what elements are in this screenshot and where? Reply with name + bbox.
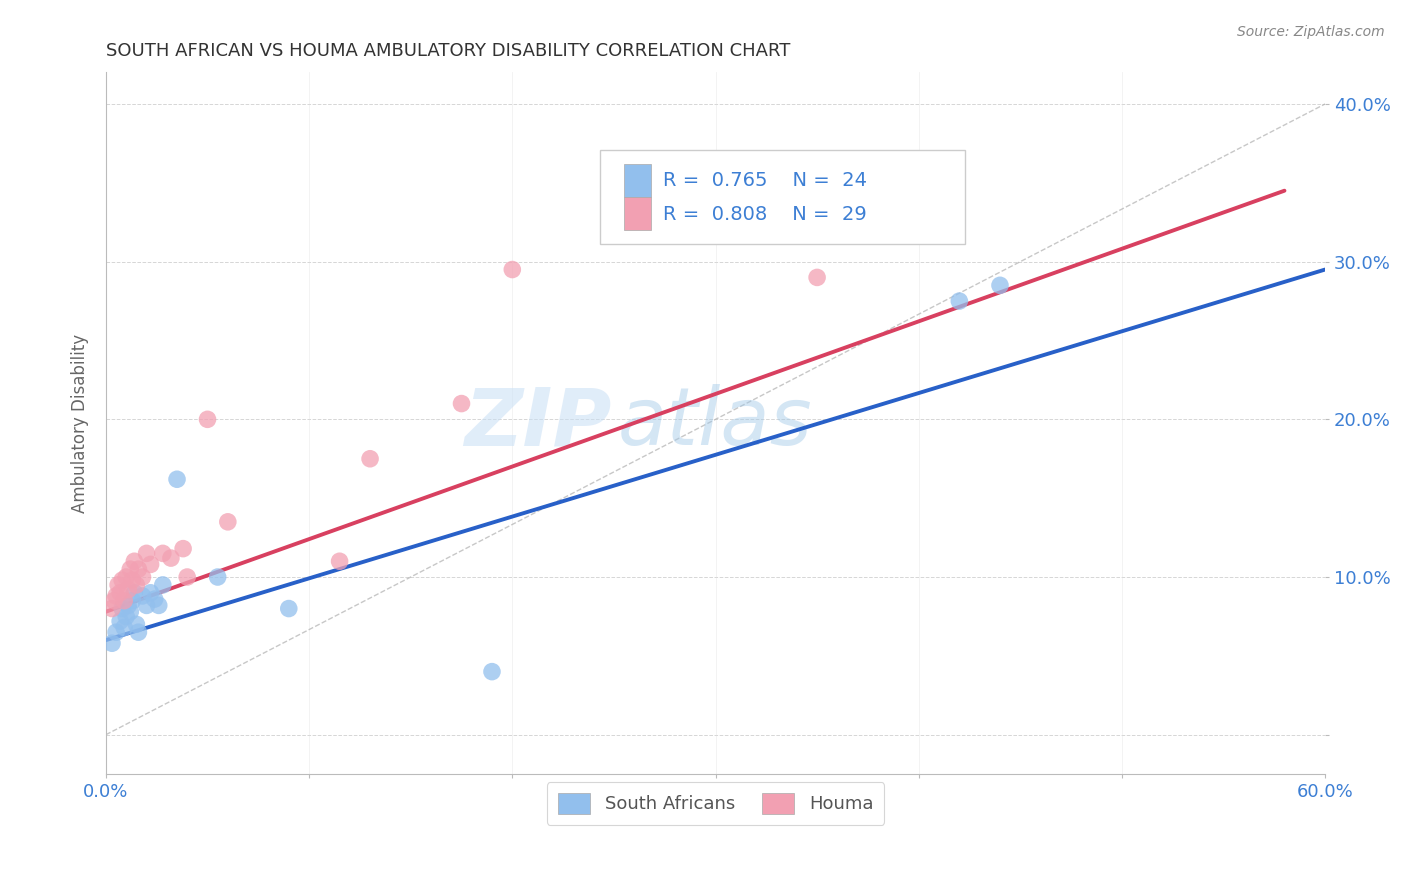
Point [139, 586, 162, 600]
Point [121, 573, 143, 587]
Point [160, 551, 183, 566]
Point [103, 593, 125, 607]
Legend: South Africans, Houma: South Africans, Houma [547, 782, 884, 825]
Text: ZIP: ZIP [464, 384, 612, 462]
Point [105, 589, 128, 603]
FancyBboxPatch shape [624, 163, 651, 197]
Point [127, 625, 149, 640]
Point [948, 294, 970, 309]
Point [111, 601, 134, 615]
Text: SOUTH AFRICAN VS HOUMA AMBULATORY DISABILITY CORRELATION CHART: SOUTH AFRICAN VS HOUMA AMBULATORY DISABI… [105, 42, 790, 60]
Point [988, 278, 1011, 293]
Point [125, 578, 148, 592]
Point [152, 546, 174, 560]
Point [107, 578, 129, 592]
Point [120, 605, 142, 619]
Point [135, 546, 157, 560]
Point [197, 412, 219, 426]
Point [101, 636, 124, 650]
Point [131, 570, 153, 584]
Point [166, 472, 188, 486]
Point [124, 586, 146, 600]
FancyBboxPatch shape [600, 150, 966, 244]
Point [124, 554, 146, 568]
Point [112, 593, 135, 607]
Text: Source: ZipAtlas.com: Source: ZipAtlas.com [1237, 25, 1385, 39]
Text: atlas: atlas [619, 384, 813, 462]
Point [846, 219, 869, 234]
Point [125, 617, 148, 632]
Point [108, 586, 131, 600]
Point [112, 620, 135, 634]
Point [120, 562, 142, 576]
Point [172, 541, 194, 556]
Point [207, 570, 229, 584]
Point [101, 601, 124, 615]
Point [139, 558, 162, 572]
Y-axis label: Ambulatory Disability: Ambulatory Disability [72, 334, 89, 513]
Point [806, 270, 828, 285]
Point [115, 570, 138, 584]
Text: R =  0.808    N =  29: R = 0.808 N = 29 [664, 204, 868, 224]
Text: R =  0.765    N =  24: R = 0.765 N = 24 [664, 171, 868, 190]
Point [131, 589, 153, 603]
Point [121, 593, 143, 607]
Point [152, 578, 174, 592]
Point [117, 599, 139, 613]
Point [176, 570, 198, 584]
Point [105, 625, 128, 640]
Point [481, 665, 503, 679]
Point [135, 599, 157, 613]
Point [108, 614, 131, 628]
Point [359, 451, 381, 466]
Point [127, 562, 149, 576]
Point [217, 515, 239, 529]
FancyBboxPatch shape [624, 196, 651, 230]
Point [450, 396, 472, 410]
Point [329, 554, 352, 568]
Point [148, 599, 170, 613]
Point [111, 573, 134, 587]
Point [277, 601, 299, 615]
Point [143, 592, 166, 607]
Point [115, 609, 138, 624]
Point [117, 582, 139, 597]
Point [501, 262, 523, 277]
